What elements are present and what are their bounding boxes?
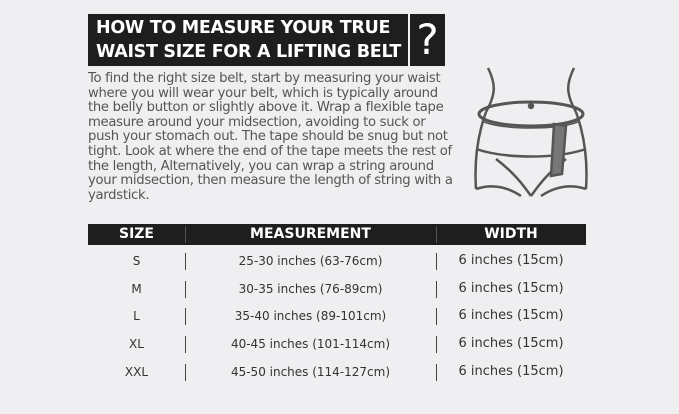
divider <box>436 226 437 243</box>
cell-size: S <box>132 254 141 268</box>
page-title: HOW TO MEASURE YOUR TRUE WAIST SIZE FOR … <box>88 14 408 66</box>
divider <box>436 253 437 270</box>
divider <box>436 336 437 353</box>
question-mark-badge: ? <box>410 14 445 66</box>
cell-size: XXL <box>124 365 149 379</box>
cell-size: XL <box>129 337 144 351</box>
divider <box>185 281 186 298</box>
cell-width: 6 inches (15cm) <box>458 364 564 379</box>
divider <box>185 336 186 353</box>
cell-measurement: 35-40 inches (89-101cm) <box>234 309 387 323</box>
header-size: SIZE <box>118 226 154 242</box>
table-row: XXL 45-50 inches (114-127cm) 6 inches (1… <box>88 362 586 382</box>
waist-tape-measure-icon <box>474 67 588 198</box>
cell-size: M <box>131 282 142 296</box>
cell-width: 6 inches (15cm) <box>458 308 564 323</box>
divider <box>185 226 186 243</box>
cell-measurement: 30-35 inches (76-89cm) <box>238 282 383 296</box>
divider <box>185 308 186 325</box>
table-header: SIZE MEASUREMENT WIDTH <box>88 224 586 245</box>
cell-width: 6 inches (15cm) <box>458 281 564 296</box>
table-row: S 25-30 inches (63-76cm) 6 inches (15cm) <box>88 251 586 271</box>
table-row: XL 40-45 inches (101-114cm) 6 inches (15… <box>88 334 586 354</box>
header-measurement: MEASUREMENT <box>250 226 371 242</box>
cell-measurement: 40-45 inches (101-114cm) <box>230 337 391 351</box>
divider <box>436 364 437 381</box>
cell-width: 6 inches (15cm) <box>458 336 564 351</box>
divider <box>185 364 186 381</box>
instructions-text: To find the right size belt, start by me… <box>88 71 453 203</box>
cell-size: L <box>133 309 140 323</box>
table-row: M 30-35 inches (76-89cm) 6 inches (15cm) <box>88 279 586 299</box>
title-line-2: WAIST SIZE FOR A LIFTING BELT <box>96 42 402 62</box>
divider <box>185 253 186 270</box>
title-line-1: HOW TO MEASURE YOUR TRUE <box>96 18 391 38</box>
table-row: L 35-40 inches (89-101cm) 6 inches (15cm… <box>88 306 586 326</box>
cell-measurement: 45-50 inches (114-127cm) <box>230 365 391 379</box>
cell-measurement: 25-30 inches (63-76cm) <box>238 254 383 268</box>
divider <box>436 308 437 325</box>
divider <box>436 281 437 298</box>
header-width: WIDTH <box>484 226 538 242</box>
cell-width: 6 inches (15cm) <box>458 253 564 268</box>
